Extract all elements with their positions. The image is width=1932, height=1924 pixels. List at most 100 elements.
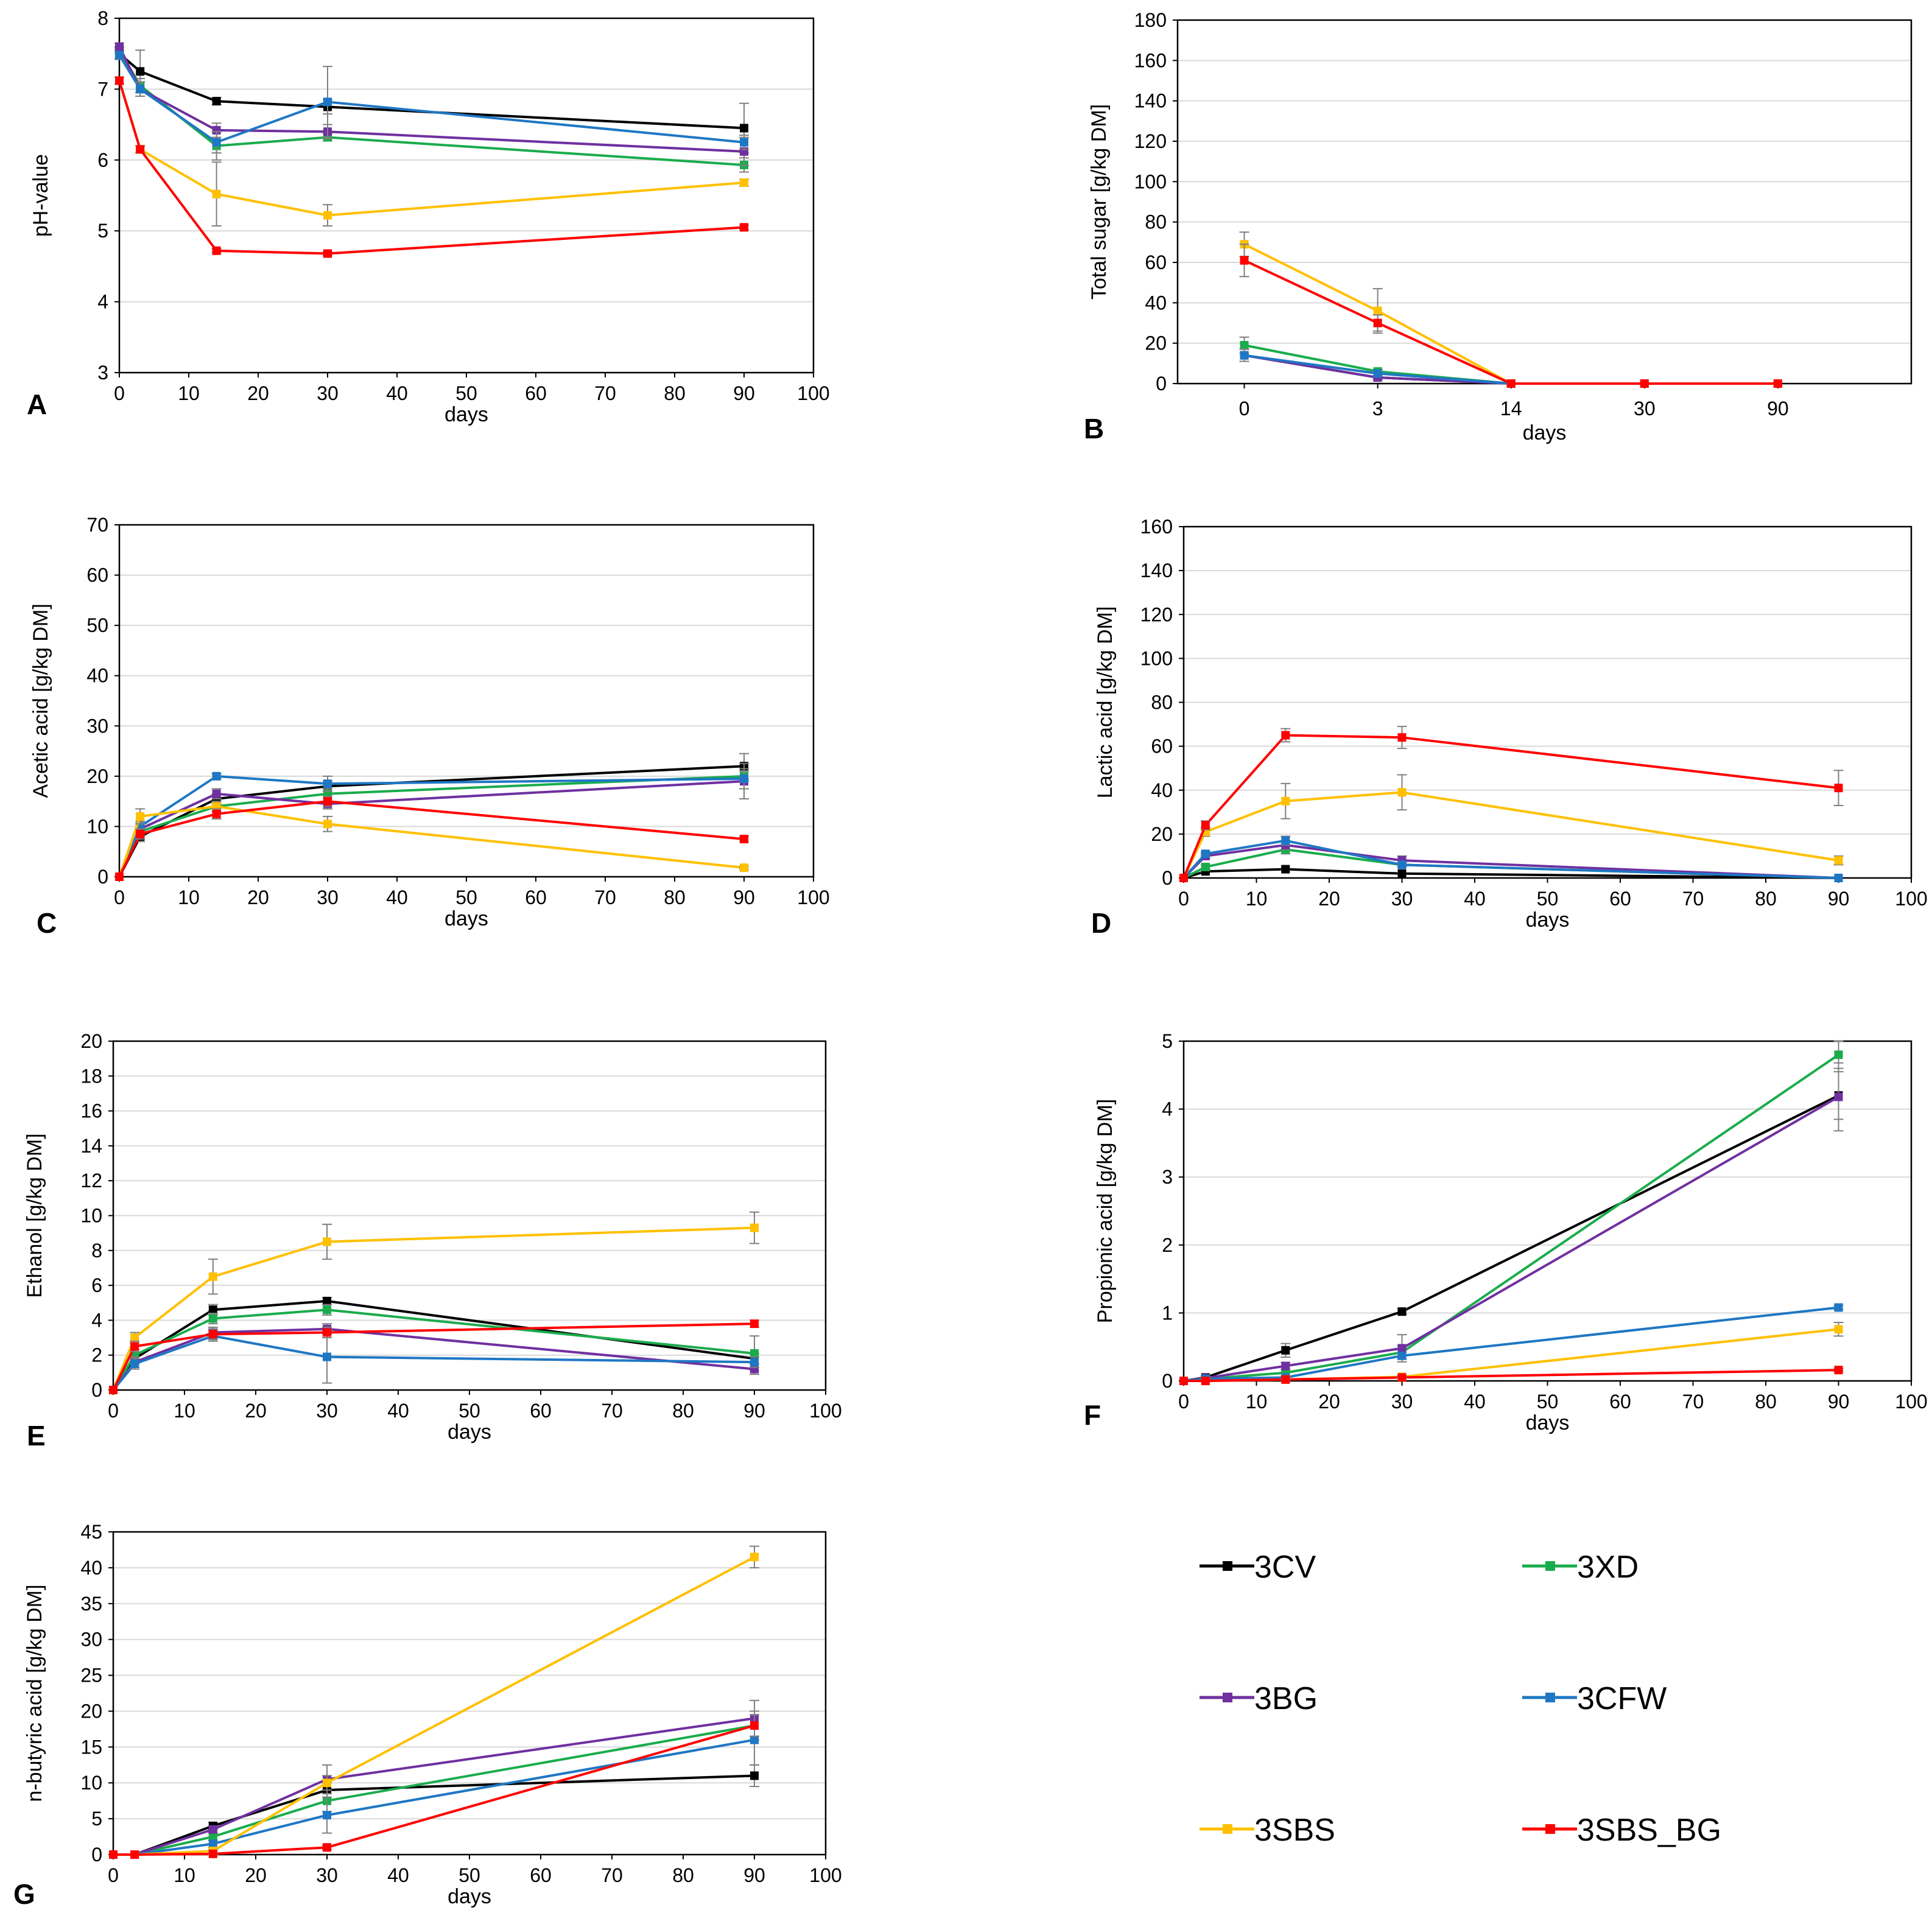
y-tick-label: 4 [1162, 1098, 1173, 1120]
chart-panel-G: 0 5 10 15 20 25 30 35 40 45 0 10 20 30 40 50 60 70 80 90 100… [13, 1521, 842, 1910]
data-point [1373, 318, 1382, 328]
legend-item-3SBS_BG: 3SBS_BG [1522, 1813, 1721, 1848]
data-point [208, 1272, 217, 1281]
x-tick-label: 60 [530, 1400, 552, 1422]
data-point [208, 1832, 217, 1841]
data-point [212, 125, 221, 135]
y-tick-label: 120 [1134, 130, 1167, 152]
y-tick-label: 0 [1162, 867, 1173, 889]
chart-panel-C: 0 10 20 30 40 50 60 70 0 10 20 30 40 50 60 70 80 90 100 day… [29, 514, 830, 939]
series-3CV [109, 1296, 759, 1394]
y-tick-label: 70 [86, 514, 108, 536]
y-tick-label: 8 [97, 7, 108, 29]
y-tick-label: 15 [80, 1736, 102, 1758]
data-point [740, 178, 748, 188]
y-tick-label: 160 [1134, 49, 1167, 71]
data-point [136, 145, 145, 154]
x-tick-label: 90 [1767, 398, 1789, 420]
x-tick-label: 50 [1537, 1391, 1559, 1413]
data-point [323, 97, 332, 107]
series-line [1183, 1053, 1839, 1382]
plot-area-border [118, 524, 815, 878]
legend-swatch-marker [1545, 1824, 1555, 1834]
data-point [208, 1330, 217, 1339]
y-tick-label: 0 [1162, 1370, 1173, 1392]
data-point [740, 835, 748, 844]
data-point [1240, 351, 1249, 360]
data-point [1201, 849, 1210, 858]
x-tick-label: 60 [1609, 1391, 1631, 1413]
data-point [323, 1352, 331, 1361]
x-tick-label: 90 [743, 1864, 765, 1886]
series-3SBS [109, 1545, 759, 1859]
x-tick-label: 40 [1464, 888, 1486, 910]
x-tick-label: 30 [317, 887, 339, 908]
x-tick-label: 60 [525, 887, 547, 908]
x-tick-label: 80 [1755, 1391, 1777, 1413]
data-point [208, 1305, 217, 1315]
data-point [750, 1223, 759, 1232]
legend-item-3CFW: 3CFW [1522, 1681, 1667, 1716]
data-point [208, 1825, 217, 1834]
data-point [208, 1839, 217, 1849]
y-tick-label: 4 [91, 1309, 102, 1331]
y-axis-title: Lactic acid [g/kg DM] [1094, 606, 1117, 799]
data-point [740, 774, 748, 783]
x-tick-label: 50 [458, 1400, 480, 1422]
y-tick-label: 25 [80, 1665, 102, 1687]
series-line [1243, 243, 1778, 385]
x-tick-label: 90 [733, 382, 755, 404]
data-point [208, 1849, 217, 1858]
series-3SBS_BG [1179, 1366, 1844, 1385]
panel-letter: D [1091, 907, 1111, 939]
data-point [136, 829, 145, 838]
data-point [323, 1296, 331, 1305]
panel-letter: B [1084, 413, 1104, 444]
x-tick-label: 40 [1464, 1391, 1486, 1413]
x-tick-label: 100 [797, 382, 829, 404]
data-point [130, 1342, 139, 1351]
x-tick-label: 70 [601, 1400, 623, 1422]
x-tick-label: 20 [245, 1864, 267, 1886]
x-tick-label: 100 [1895, 888, 1927, 910]
legend-swatch-marker [1223, 1561, 1232, 1571]
series-3SBS_BG [1239, 244, 1782, 388]
x-axis-title: days [444, 403, 488, 426]
x-tick-label: 40 [386, 382, 408, 404]
x-tick-label: 90 [743, 1400, 765, 1422]
y-tick-label: 0 [91, 1844, 102, 1866]
series-3SBS [1179, 774, 1844, 882]
y-tick-label: 120 [1140, 603, 1173, 625]
data-point [212, 138, 221, 147]
x-axis-title: days [448, 1885, 491, 1908]
x-tick-label: 30 [316, 1400, 338, 1422]
y-axis-title: pH-value [29, 154, 52, 237]
data-point [212, 771, 221, 781]
x-tick-label: 100 [797, 887, 829, 908]
panel-letter: E [27, 1420, 46, 1452]
series-line [1244, 344, 1778, 385]
data-point [1397, 733, 1407, 742]
series-3CFW [115, 768, 749, 881]
x-tick-label: 80 [672, 1864, 694, 1886]
series-3SBS [1239, 231, 1782, 388]
legend-swatch-marker [1223, 1693, 1232, 1702]
data-point [1834, 856, 1843, 865]
data-point [323, 779, 332, 788]
y-tick-label: 5 [1162, 1030, 1173, 1052]
data-point [1373, 306, 1382, 315]
x-axis-title: days [444, 907, 488, 930]
y-tick-label: 35 [80, 1593, 102, 1615]
data-point [1834, 874, 1843, 882]
data-point [109, 1850, 118, 1859]
y-tick-label: 3 [97, 362, 108, 384]
x-tick-label: 100 [809, 1400, 841, 1422]
data-point [1281, 1346, 1290, 1355]
y-tick-label: 2 [1162, 1234, 1173, 1256]
series-line [118, 80, 745, 255]
y-tick-label: 10 [86, 815, 108, 837]
x-tick-label: 10 [174, 1864, 195, 1886]
data-point [136, 812, 145, 821]
x-tick-label: 70 [1682, 888, 1704, 910]
series-3SBS_BG [1179, 726, 1844, 882]
